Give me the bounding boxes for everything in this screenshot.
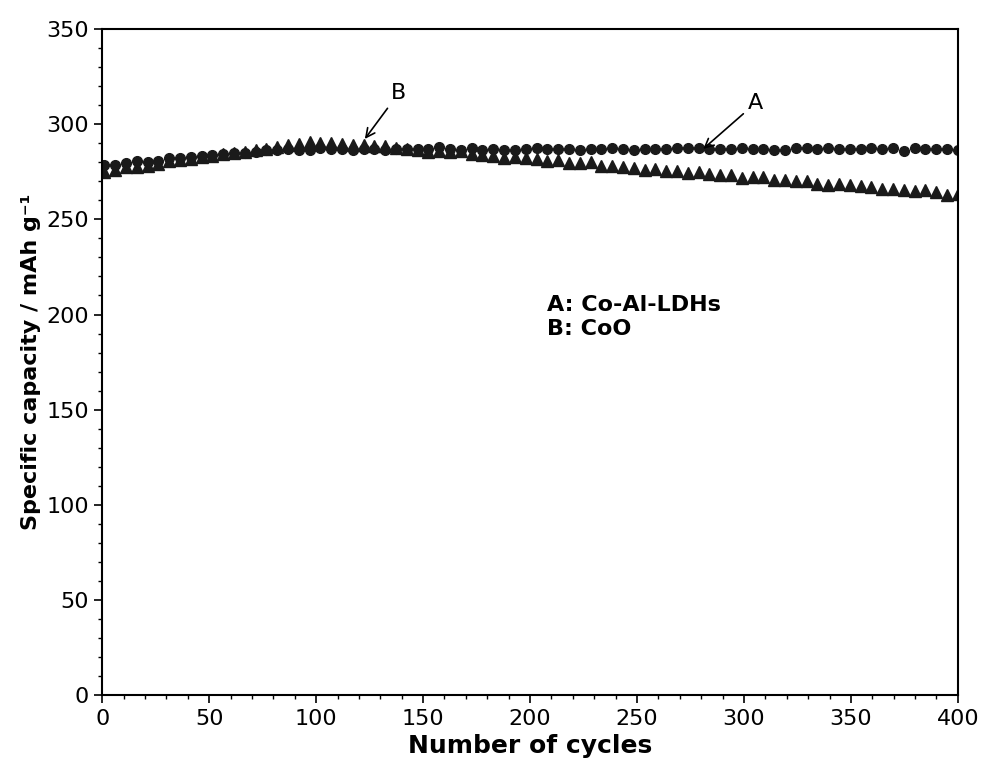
Text: A: A [705,93,763,148]
X-axis label: Number of cycles: Number of cycles [408,734,652,758]
Y-axis label: Specific capacity / mAh g⁻¹: Specific capacity / mAh g⁻¹ [21,194,41,530]
Text: A: Co-Al-LDHs
B: CoO: A: Co-Al-LDHs B: CoO [547,295,721,339]
Text: B: B [366,83,406,137]
